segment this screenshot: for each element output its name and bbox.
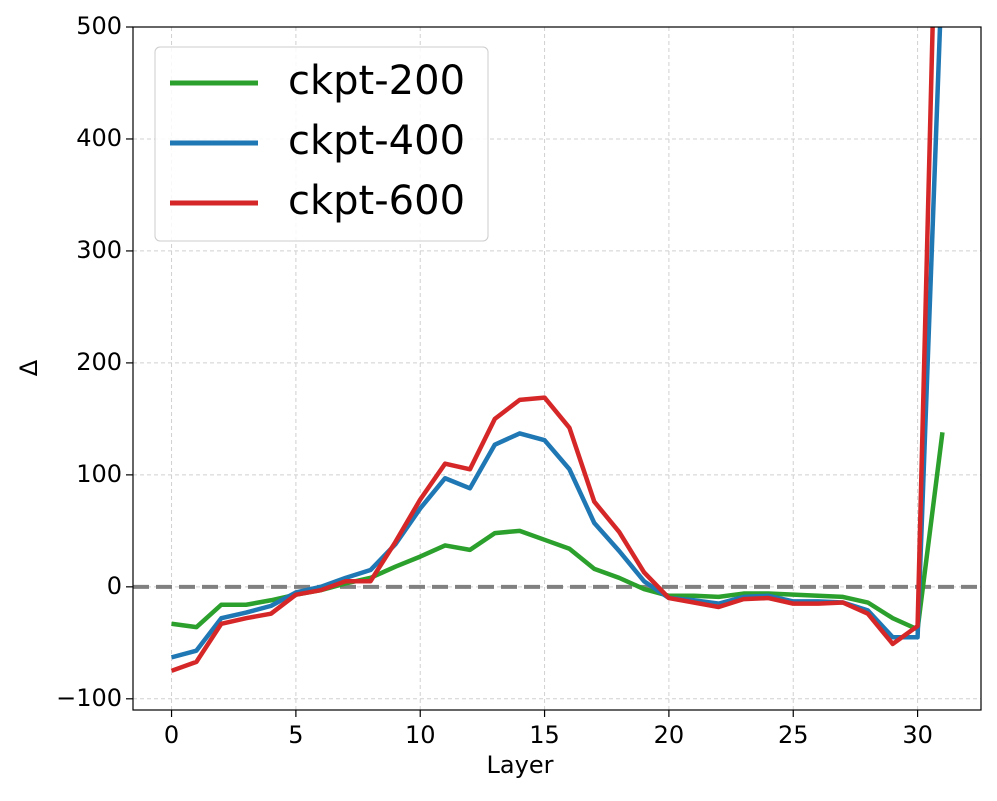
y-tick-label: 400 bbox=[76, 124, 122, 152]
x-tick-label: 15 bbox=[529, 721, 560, 749]
x-tick-label: 30 bbox=[902, 721, 933, 749]
x-tick-label: 0 bbox=[164, 721, 179, 749]
x-tick-label: 25 bbox=[778, 721, 809, 749]
y-tick-label: 500 bbox=[76, 12, 122, 40]
legend-label: ckpt-200 bbox=[288, 58, 465, 104]
y-tick-label: 100 bbox=[76, 460, 122, 488]
legend-box bbox=[154, 46, 489, 242]
data-line bbox=[170, 27, 935, 673]
y-tick-label: 200 bbox=[76, 348, 122, 376]
y-axis-label: Δ bbox=[15, 359, 43, 376]
x-axis-label: Layer bbox=[487, 751, 554, 779]
plot-frame bbox=[132, 26, 982, 711]
y-tick-label: 300 bbox=[76, 236, 122, 264]
legend-label: ckpt-400 bbox=[288, 118, 465, 164]
x-tick-label: 20 bbox=[654, 721, 685, 749]
x-tick-label: 5 bbox=[288, 721, 303, 749]
plot-area bbox=[133, 27, 981, 673]
y-tick-label: −100 bbox=[56, 684, 122, 712]
legend-label: ckpt-600 bbox=[288, 178, 465, 224]
y-tick-label: 0 bbox=[107, 572, 122, 600]
x-tick-label: 10 bbox=[405, 721, 436, 749]
